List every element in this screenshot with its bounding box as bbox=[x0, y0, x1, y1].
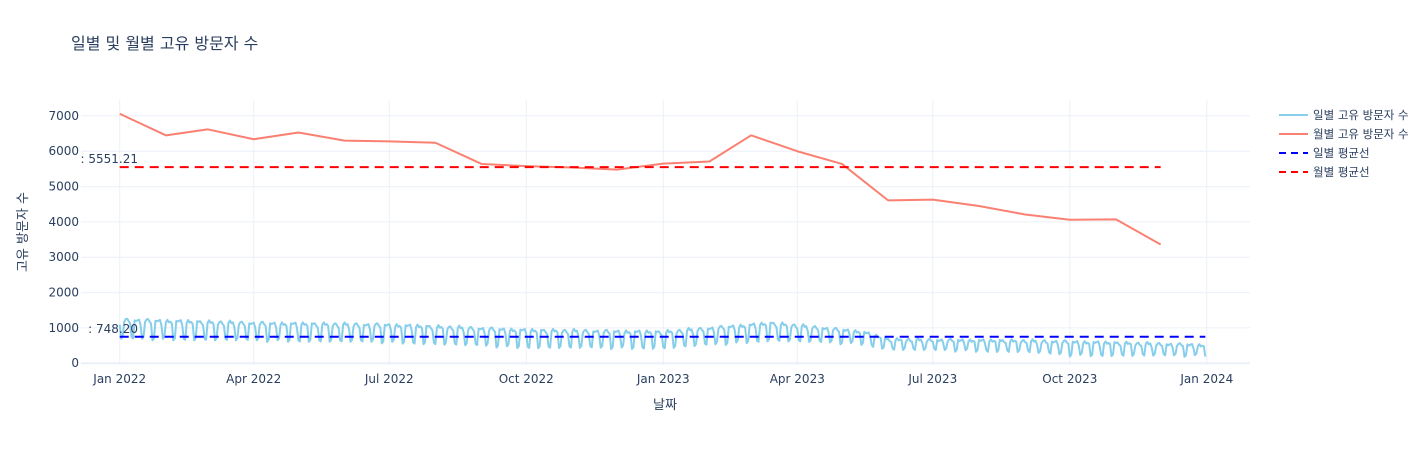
x-axis-title: 날짜 bbox=[653, 398, 677, 413]
legend-item: 월별 평균선 bbox=[1279, 165, 1370, 179]
legend-item: 일별 고유 방문자 수 bbox=[1279, 108, 1409, 122]
y-tick-label: 4000 bbox=[48, 215, 79, 229]
x-tick-label: Oct 2022 bbox=[499, 372, 554, 386]
legend-label: 월별 평균선 bbox=[1313, 165, 1370, 179]
y-axis-title: 고유 방문자 수 bbox=[16, 192, 31, 272]
monthly-visitors-line bbox=[119, 112, 1162, 246]
average-annotation: : 5551.21 bbox=[81, 152, 138, 166]
x-tick-label: Jan 2022 bbox=[92, 372, 146, 386]
x-tick-label: Apr 2023 bbox=[770, 372, 825, 386]
x-tick-label: Apr 2022 bbox=[226, 372, 281, 386]
x-tick-label: Jan 2024 bbox=[1179, 372, 1233, 386]
series-1 bbox=[119, 112, 1162, 246]
y-tick-label: 5000 bbox=[48, 180, 79, 194]
plot-area: 0 1000 2000 3000 4000 5000 6000 7000 Jan 2022 Apr… bbox=[48, 100, 1250, 386]
chart-title: 일별 및 월별 고유 방문자 수 bbox=[71, 34, 258, 53]
daily-visitors-line bbox=[118, 317, 1207, 358]
legend-item: 일별 평균선 bbox=[1279, 146, 1370, 160]
y-tick-label: 3000 bbox=[48, 250, 79, 264]
y-tick-label: 6000 bbox=[48, 144, 79, 158]
y-tick-label: 2000 bbox=[48, 286, 79, 300]
y-tick-label: 0 bbox=[71, 356, 79, 370]
legend-item: 월별 고유 방문자 수 bbox=[1279, 127, 1409, 141]
series-0 bbox=[118, 317, 1207, 358]
average-annotation: : 748.20 bbox=[88, 322, 138, 336]
x-tick-label: Oct 2023 bbox=[1042, 372, 1097, 386]
legend-label: 일별 평균선 bbox=[1313, 146, 1370, 160]
legend-label: 월별 고유 방문자 수 bbox=[1313, 127, 1409, 141]
x-tick-label: Jul 2023 bbox=[907, 372, 957, 386]
y-tick-label: 1000 bbox=[48, 321, 79, 335]
legend-label: 일별 고유 방문자 수 bbox=[1313, 108, 1409, 122]
y-tick-label: 7000 bbox=[48, 109, 79, 123]
gridlines bbox=[81, 100, 1250, 365]
x-tick-label: Jul 2022 bbox=[364, 372, 414, 386]
x-tick-label: Jan 2023 bbox=[636, 372, 690, 386]
